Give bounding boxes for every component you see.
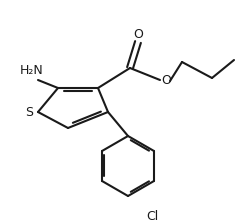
Text: Cl: Cl — [146, 210, 158, 223]
Text: O: O — [133, 28, 143, 41]
Text: S: S — [25, 106, 33, 119]
Text: H₂N: H₂N — [20, 63, 44, 77]
Text: O: O — [161, 75, 171, 88]
